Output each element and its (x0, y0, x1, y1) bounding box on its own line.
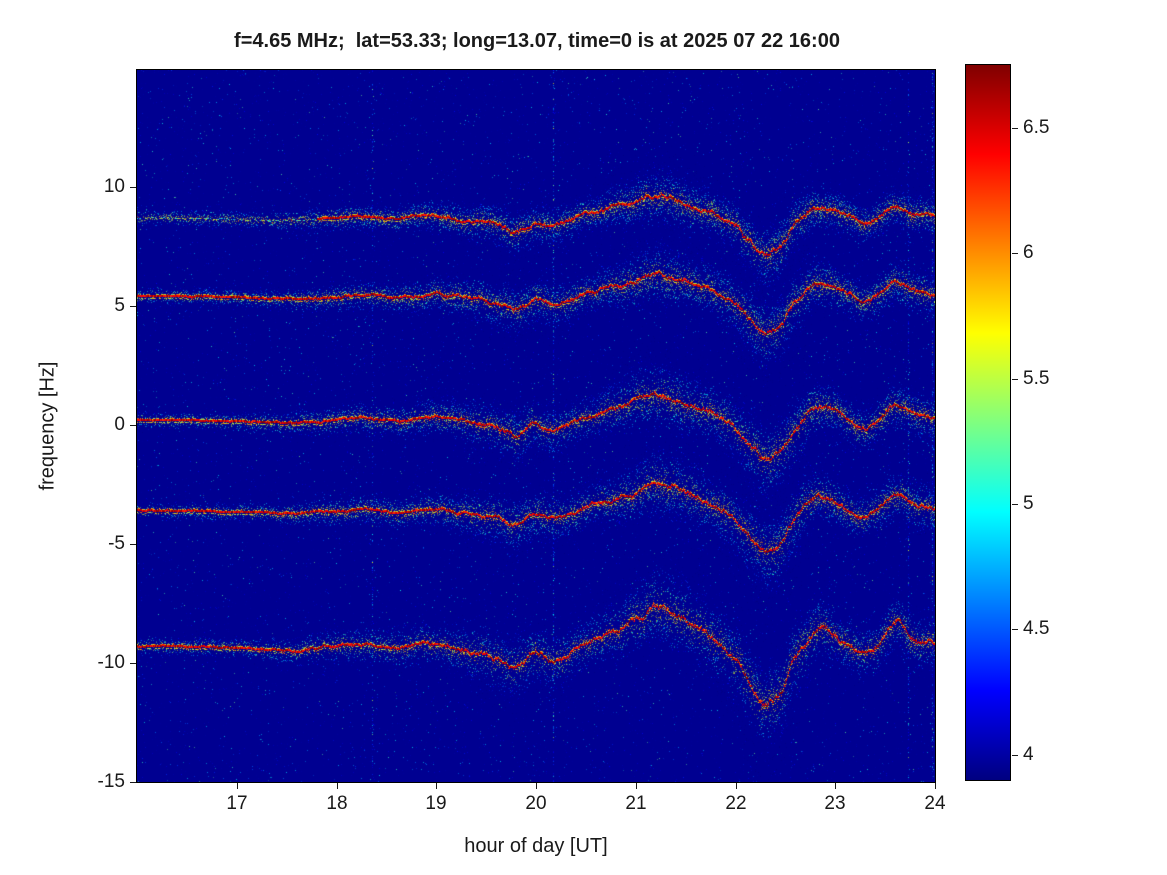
y-tick-label: -15 (97, 771, 125, 792)
x-tick-label: 17 (226, 793, 248, 814)
colorbar-tick-mark (1012, 128, 1018, 129)
x-tick-label: 21 (625, 793, 647, 814)
x-tick-mark (237, 783, 238, 789)
colorbar-tick-label: 6.5 (1023, 117, 1050, 138)
x-tick-mark (436, 783, 437, 789)
y-tick-label: 5 (114, 295, 125, 316)
y-tick-mark (130, 187, 136, 188)
colorbar-tick-label: 5.5 (1023, 368, 1050, 389)
colorbar-tick-mark (1012, 379, 1018, 380)
colorbar-tick-mark (1012, 504, 1018, 505)
y-tick-mark (130, 663, 136, 664)
x-tick-label: 22 (725, 793, 747, 814)
x-tick-label: 23 (824, 793, 846, 814)
colorbar-tick-label: 6 (1023, 242, 1034, 263)
y-tick-mark (130, 544, 136, 545)
y-tick-label: -5 (108, 533, 125, 554)
plot-title: f=4.65 MHz; lat=53.33; long=13.07, time=… (234, 30, 840, 52)
y-axis-label: frequency [Hz] (36, 361, 59, 491)
colorbar-tick-mark (1012, 253, 1018, 254)
colorbar-tick-mark (1012, 755, 1018, 756)
x-axis-label: hour of day [UT] (464, 835, 608, 857)
y-tick-label: -10 (97, 652, 125, 673)
colorbar (965, 64, 1011, 781)
x-tick-label: 18 (326, 793, 348, 814)
x-tick-label: 24 (924, 793, 946, 814)
x-tick-label: 20 (525, 793, 547, 814)
x-tick-mark (536, 783, 537, 789)
y-tick-mark (130, 782, 136, 783)
x-tick-mark (736, 783, 737, 789)
spectrogram-canvas (137, 70, 935, 782)
y-tick-label: 10 (103, 176, 125, 197)
x-tick-mark (935, 783, 936, 789)
plot-area (136, 69, 936, 783)
x-tick-mark (636, 783, 637, 789)
x-tick-mark (337, 783, 338, 789)
x-tick-label: 19 (425, 793, 447, 814)
colorbar-tick-label: 4.5 (1023, 618, 1050, 639)
y-tick-label: 0 (114, 414, 125, 435)
x-tick-mark (835, 783, 836, 789)
y-tick-mark (130, 425, 136, 426)
colorbar-tick-mark (1012, 629, 1018, 630)
colorbar-tick-label: 5 (1023, 493, 1034, 514)
y-tick-mark (130, 306, 136, 307)
colorbar-tick-label: 4 (1023, 744, 1034, 765)
